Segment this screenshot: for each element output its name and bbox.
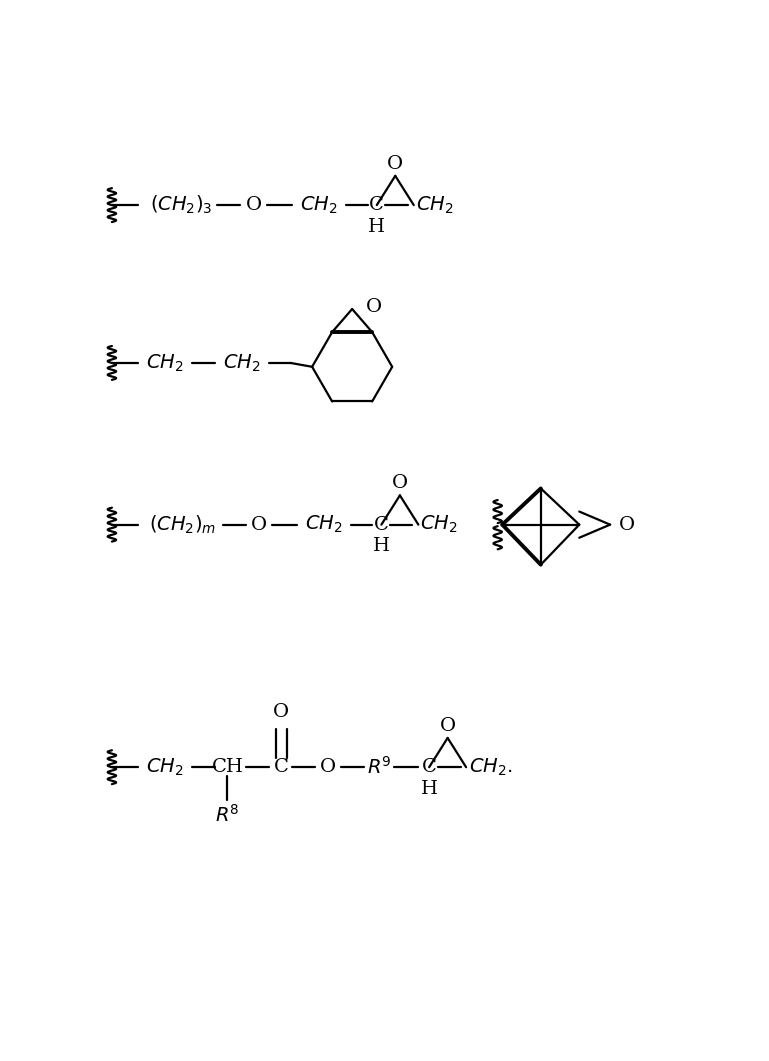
Text: $CH_2$: $CH_2$ — [416, 194, 453, 215]
Text: $CH_2$: $CH_2$ — [146, 756, 184, 778]
Text: O: O — [273, 703, 289, 721]
Text: O: O — [619, 516, 635, 534]
Text: H: H — [368, 218, 385, 236]
Text: O: O — [440, 717, 456, 735]
Text: $CH_2$: $CH_2$ — [146, 352, 184, 373]
Text: H: H — [421, 780, 438, 798]
Text: O: O — [319, 759, 335, 777]
Text: H: H — [373, 537, 390, 555]
Text: C: C — [374, 516, 389, 534]
Text: $(CH_2)_m$: $(CH_2)_m$ — [149, 514, 216, 536]
Text: O: O — [388, 155, 403, 173]
Text: O: O — [245, 196, 261, 214]
Text: O: O — [366, 298, 382, 316]
Text: $CH_2$: $CH_2$ — [305, 514, 342, 536]
Text: $CH_2$: $CH_2$ — [421, 514, 458, 536]
Text: O: O — [251, 516, 267, 534]
Text: $CH_2.$: $CH_2.$ — [469, 756, 513, 778]
Text: $R^9$: $R^9$ — [367, 756, 391, 778]
Text: C: C — [421, 759, 437, 777]
Text: CH: CH — [211, 759, 243, 777]
Text: $CH_2$: $CH_2$ — [300, 194, 338, 215]
Text: C: C — [274, 759, 288, 777]
Text: $(CH_2)_3$: $(CH_2)_3$ — [150, 194, 212, 216]
Text: $R^8$: $R^8$ — [215, 804, 240, 825]
Text: C: C — [369, 196, 384, 214]
Text: O: O — [392, 474, 408, 492]
Text: $CH_2$: $CH_2$ — [223, 352, 261, 373]
